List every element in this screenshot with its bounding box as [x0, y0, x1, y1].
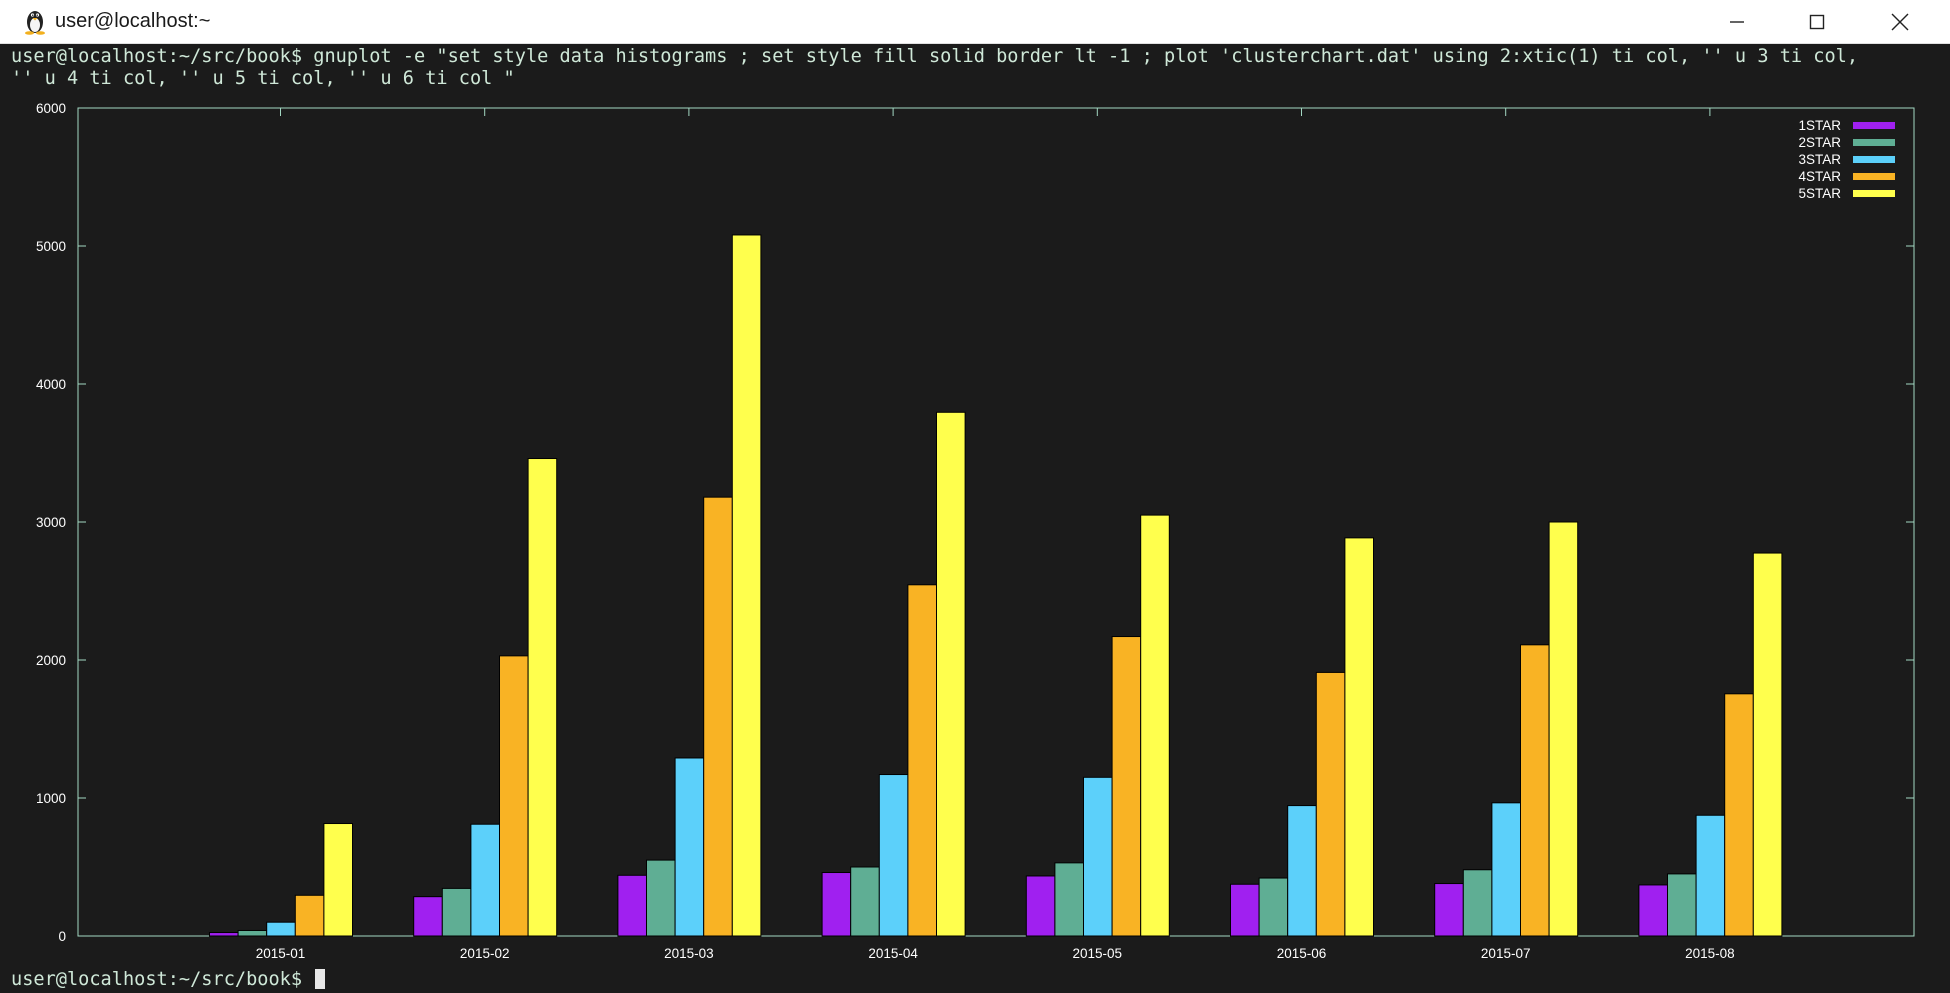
bar-1star-2015-01 [209, 932, 239, 937]
bar-5star-2015-02 [527, 458, 558, 937]
text-cursor [315, 969, 326, 989]
prompt-text: user@localhost:~/src/book$ [11, 969, 314, 990]
y-tick-label: 2000 [36, 653, 66, 668]
y-tick-label: 4000 [36, 377, 66, 392]
legend-swatch-1star [1853, 122, 1895, 129]
bar-2star-2015-07 [1462, 869, 1493, 937]
tux-penguin-icon [25, 11, 45, 35]
legend-swatch-5star [1853, 190, 1895, 197]
bar-5star-2015-08 [1752, 552, 1783, 937]
legend-swatch-4star [1853, 173, 1895, 180]
bar-3star-2015-07 [1491, 802, 1522, 937]
legend-label-4star: 4STAR [1798, 169, 1841, 184]
x-tick-label: 2015-04 [868, 946, 918, 961]
bar-5star-2015-01 [323, 823, 353, 937]
bar-2star-2015-02 [441, 887, 472, 937]
bar-2star-2015-01 [237, 929, 268, 937]
y-tick-label: 1000 [36, 791, 66, 806]
bar-3star-2015-08 [1695, 814, 1726, 937]
chart-tick-labels: 0 1000 2000 3000 4000 5000 6000 2015-01 2015-02 2… [36, 101, 1735, 961]
legend-label-2star: 2STAR [1798, 135, 1841, 150]
bar-2star-2015-05 [1054, 862, 1085, 937]
x-tick-label: 2015-01 [256, 946, 306, 961]
maximize-icon [1809, 14, 1825, 30]
legend-label-5star: 5STAR [1798, 186, 1841, 201]
x-tick-label: 2015-06 [1277, 946, 1327, 961]
bar-2star-2015-08 [1667, 873, 1697, 937]
bar-1star-2015-04 [821, 872, 852, 937]
bar-3star-2015-05 [1083, 776, 1113, 937]
x-tick-label: 2015-02 [460, 946, 510, 961]
minimize-icon [1730, 21, 1744, 23]
bar-3star-2015-06 [1287, 805, 1317, 937]
x-tick-label: 2015-03 [664, 946, 714, 961]
bar-5star-2015-06 [1344, 537, 1375, 937]
plot-border [77, 107, 1915, 937]
y-tick-label: 0 [58, 929, 66, 944]
bar-3star-2015-02 [470, 823, 500, 937]
x-tick-label: 2015-08 [1685, 946, 1735, 961]
bar-2star-2015-03 [646, 859, 676, 937]
minimize-button[interactable] [1697, 0, 1777, 44]
bar-4star-2015-05 [1111, 636, 1142, 937]
bar-4star-2015-06 [1315, 671, 1346, 937]
x-tick-label: 2015-05 [1073, 946, 1123, 961]
bar-3star-2015-01 [266, 921, 296, 937]
y-tick-label: 6000 [36, 101, 66, 116]
bar-4star-2015-03 [703, 496, 733, 937]
bar-3star-2015-04 [878, 774, 909, 937]
y-tick-label: 3000 [36, 515, 66, 530]
command-line-2: '' u 4 ti col, '' u 5 ti col, '' u 6 ti … [11, 68, 515, 89]
legend-swatch-2star [1853, 139, 1895, 146]
y-tick-label: 5000 [36, 239, 66, 254]
bar-4star-2015-02 [499, 655, 529, 937]
prompt-line[interactable]: user@localhost:~/src/book$ [11, 969, 326, 991]
chart-legend: 1STAR 2STAR 3STAR 4STAR 5STAR [1798, 118, 1895, 201]
bar-4star-2015-01 [294, 894, 325, 937]
maximize-button[interactable] [1777, 0, 1857, 44]
bar-5star-2015-04 [936, 411, 966, 937]
bar-5star-2015-07 [1548, 521, 1579, 937]
chart-bars [209, 234, 1783, 937]
bar-1star-2015-06 [1230, 883, 1260, 937]
bar-5star-2015-03 [731, 234, 762, 937]
bar-1star-2015-05 [1025, 875, 1056, 937]
close-button[interactable] [1860, 0, 1940, 44]
bar-1star-2015-02 [413, 896, 443, 937]
legend-label-1star: 1STAR [1798, 118, 1841, 133]
bar-4star-2015-04 [907, 584, 938, 937]
bar-4star-2015-07 [1520, 644, 1550, 937]
bar-5star-2015-05 [1140, 514, 1170, 937]
bar-4star-2015-08 [1724, 693, 1754, 937]
bar-3star-2015-03 [674, 757, 705, 937]
x-tick-label: 2015-07 [1481, 946, 1531, 961]
window-title: user@localhost:~ [55, 10, 211, 32]
bar-2star-2015-04 [850, 866, 880, 937]
chart-axes [77, 107, 1915, 937]
legend-swatch-3star [1853, 156, 1895, 163]
title-bar[interactable]: user@localhost:~ [0, 0, 1950, 44]
bar-1star-2015-08 [1638, 884, 1669, 937]
close-icon [1891, 13, 1909, 31]
bar-1star-2015-03 [617, 874, 648, 937]
command-line-1: user@localhost:~/src/book$ gnuplot -e "s… [11, 46, 1859, 67]
bar-1star-2015-07 [1434, 883, 1464, 937]
legend-label-3star: 3STAR [1798, 152, 1841, 167]
bar-2star-2015-06 [1258, 877, 1289, 937]
